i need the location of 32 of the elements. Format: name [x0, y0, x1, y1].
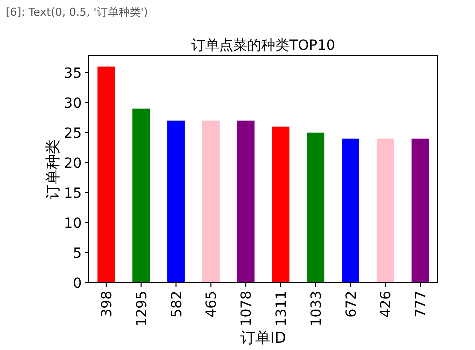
bar — [132, 108, 150, 283]
y-tick-label: 25 — [64, 126, 82, 142]
chart-title: 订单点菜的种类TOP10 — [192, 38, 336, 54]
bar — [342, 138, 360, 283]
x-tick-label: 1078 — [239, 291, 256, 327]
y-tick-label: 35 — [64, 66, 82, 82]
x-tick-label: 1295 — [134, 291, 150, 327]
bar — [376, 138, 394, 283]
x-tick-label: 398 — [99, 291, 116, 318]
bar — [202, 120, 220, 283]
text: [6]: Text(0, 0.5, '订单种类') — [6, 6, 148, 19]
x-tick-label: 777 — [414, 291, 430, 318]
bar — [307, 132, 325, 283]
y-tick-label: 30 — [64, 96, 82, 112]
x-tick-label: 582 — [169, 291, 186, 318]
y-tick-label: 20 — [64, 156, 82, 172]
y-tick-label: 10 — [64, 216, 82, 232]
x-tick-label: 1311 — [274, 291, 290, 327]
bar — [168, 120, 185, 283]
bar — [98, 66, 116, 283]
y-tick-label: 15 — [64, 186, 82, 202]
x-tick-label: 465 — [204, 291, 220, 318]
y-tick-label: 0 — [73, 276, 82, 292]
bar — [237, 120, 255, 283]
x-tick-label: 1033 — [308, 291, 325, 327]
bar — [272, 126, 290, 283]
bar — [412, 138, 430, 283]
x-tick-label: 672 — [344, 291, 360, 318]
y-tick-label: 5 — [73, 246, 82, 262]
x-tick-label: 426 — [378, 290, 395, 318]
x-axis-title: 订单ID — [240, 329, 286, 347]
y-axis-title: 订单种类 — [44, 140, 62, 200]
